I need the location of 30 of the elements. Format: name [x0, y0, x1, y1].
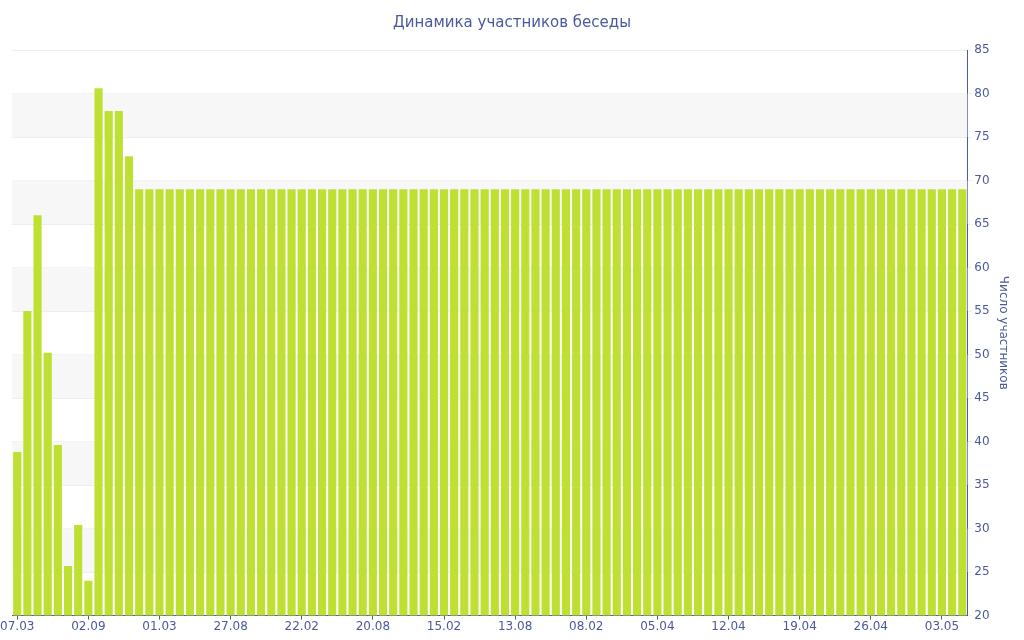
y2-tick-label: 65 [974, 216, 990, 231]
y2-tick-label: 35 [974, 477, 990, 492]
y2-tick-label: 60 [974, 259, 990, 274]
x-tick-label: 12.04 [711, 618, 746, 633]
y2-tick-label: 30 [974, 520, 990, 535]
x-tick-label: 20.08 [355, 618, 391, 633]
y2-tick-label: 45 [974, 390, 990, 405]
y2-tick-label: 40 [974, 433, 990, 448]
y2-tick-label: 50 [974, 346, 990, 361]
x-tick-label: 07.03 [0, 618, 35, 633]
y2-axis-title: Число участников [996, 275, 1011, 390]
x-tick-label: 05.04 [640, 618, 675, 633]
x-tick-label: 26.04 [853, 618, 888, 633]
x-tick-label: 01.03 [142, 618, 177, 633]
y2-tick-label: 85 [974, 42, 990, 57]
x-tick-label: 19.04 [782, 618, 817, 633]
y2-tick-label: 75 [974, 129, 990, 144]
y2-tick-label: 80 [974, 85, 990, 100]
x-tick-label: 27.08 [213, 618, 248, 633]
chart-title: Динамика участников беседы [392, 12, 632, 31]
x-tick-label: 13.08 [497, 618, 533, 633]
x-tick-label: 15.02 [426, 618, 462, 633]
x-tick-label: 03.05 [924, 618, 960, 633]
y2-tick-label: 55 [974, 303, 990, 318]
y2-tick-label: 25 [974, 564, 990, 579]
x-tick-label: 22.02 [284, 618, 319, 633]
x-tick-label: 02.09 [71, 618, 106, 633]
x-tick-label: 08.02 [569, 618, 604, 633]
y2-tick-label: 20 [974, 607, 990, 622]
y2-tick-label: 70 [974, 172, 990, 187]
